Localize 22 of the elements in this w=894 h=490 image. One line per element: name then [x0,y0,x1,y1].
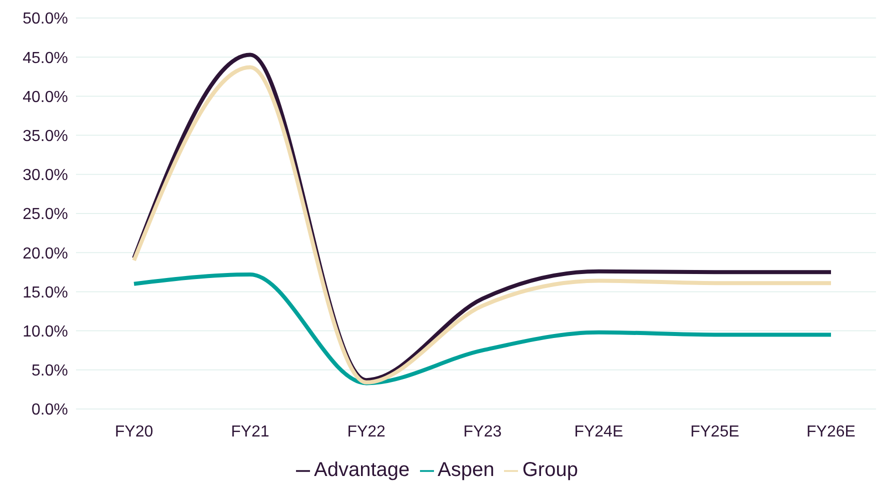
y-tick-label: 15.0% [22,284,68,302]
y-tick-label: 10.0% [22,323,68,340]
y-tick-label: 50.0% [22,10,68,28]
y-tick-label: 25.0% [22,206,68,224]
line-series [132,272,833,386]
y-tick-label: 35.0% [22,128,68,145]
x-tick-label: FY24E [574,423,624,440]
legend-label: Advantage [314,459,410,481]
y-tick-label: 0.0% [32,402,68,419]
x-tick-label: FY26E [806,423,856,440]
y-tick-label: 20.0% [22,245,68,262]
x-tick-label: FY20 [114,423,154,440]
x-tick-label: FY22 [347,423,386,440]
legend-label: Aspen [438,459,494,481]
y-tick-label: 30.0% [22,167,68,184]
x-tick-label: FY25E [690,423,740,440]
legend-label: Group [522,459,578,481]
y-tick-label: 45.0% [22,50,68,67]
y-tick-label: 5.0% [32,362,68,380]
x-tick-label: FY23 [463,423,502,440]
y-tick-label: 40.0% [22,88,68,106]
x-tick-label: FY21 [231,423,270,440]
